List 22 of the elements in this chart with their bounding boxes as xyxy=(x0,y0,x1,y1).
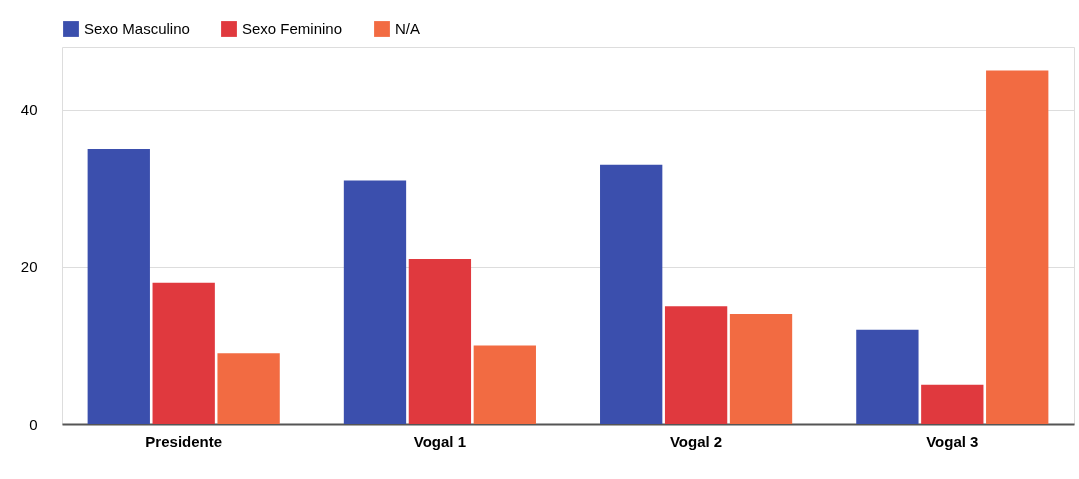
y-tick-label: 0 xyxy=(29,415,38,433)
bar xyxy=(152,282,215,424)
bar xyxy=(343,180,407,424)
bar xyxy=(921,384,984,424)
y-tick-label: 20 xyxy=(20,258,38,276)
bar xyxy=(87,149,150,424)
legend-label: Sexo Feminino xyxy=(242,20,343,37)
bar xyxy=(664,306,728,424)
bar xyxy=(600,164,663,424)
x-tick-label: Presidente xyxy=(145,432,223,450)
bar xyxy=(986,70,1049,424)
bar xyxy=(856,329,919,424)
bar xyxy=(408,259,472,424)
y-tick-label: 40 xyxy=(20,101,38,119)
x-tick-label: Vogal 1 xyxy=(413,432,467,450)
bar xyxy=(473,345,536,424)
x-tick-label: Vogal 2 xyxy=(669,432,723,450)
legend-label: Sexo Masculino xyxy=(84,20,190,37)
legend-label: N/A xyxy=(395,20,421,37)
x-tick-label: Vogal 3 xyxy=(926,432,979,450)
bar xyxy=(729,314,793,424)
bar xyxy=(217,353,280,424)
